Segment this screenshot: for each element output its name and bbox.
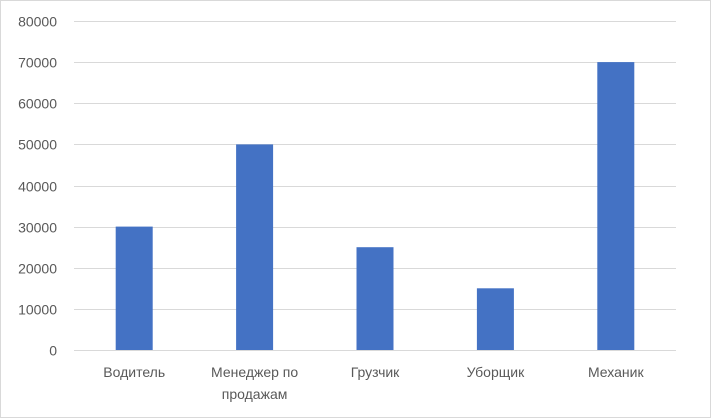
x-category-label: Грузчик — [351, 364, 400, 380]
y-tick-label: 50000 — [18, 137, 57, 153]
x-category-label: Уборщик — [467, 364, 526, 380]
y-tick-label: 30000 — [18, 220, 57, 236]
x-category-label: Механик — [588, 364, 644, 380]
bars — [115, 62, 635, 350]
x-axis-labels: Водитель Менеджер по продажам Грузчик Уборщи… — [103, 364, 644, 402]
bar-3 — [356, 247, 394, 350]
y-tick-label: 10000 — [18, 302, 57, 318]
y-tick-label: 60000 — [18, 96, 57, 112]
y-tick-label: 40000 — [18, 179, 57, 195]
y-tick-label: 0 — [49, 343, 57, 359]
y-axis-ticks: 0 10000 20000 30000 40000 50000 60000 70000 8000… — [18, 14, 57, 359]
y-tick-label: 70000 — [18, 55, 57, 71]
bar-5 — [597, 62, 635, 350]
gridlines — [74, 21, 676, 351]
bar-4 — [476, 288, 514, 350]
x-category-label: Менеджер по продажам — [211, 364, 298, 402]
y-tick-label: 80000 — [18, 14, 57, 30]
bar-2 — [236, 144, 274, 350]
y-tick-label: 20000 — [18, 261, 57, 277]
x-category-label: Водитель — [103, 364, 165, 380]
bar-1 — [115, 226, 153, 350]
